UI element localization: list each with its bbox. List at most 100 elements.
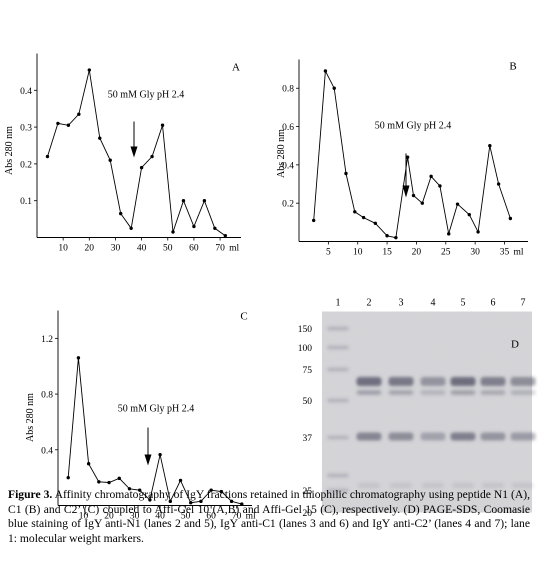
annotation-label: 50 mM Gly pH 2.4 [375,121,451,132]
y-tick-label: 0.8 [282,85,294,95]
data-point [158,452,162,457]
data-point [488,144,492,148]
data-series [45,68,228,238]
x-tick-label: 20 [104,512,114,522]
x-tick-label: 50 [163,244,173,254]
data-point [137,488,142,492]
gel-band [388,432,414,441]
data-point [76,356,81,360]
x-tick-label: 20 [85,244,95,254]
data-point [107,480,111,485]
y-ticks: 0.2 0.4 0.6 0.8 [282,85,299,210]
annotation-arrow-head [402,185,410,198]
marker-labels: 150 100 75 50 37 25 20 [298,325,313,519]
data-point [209,488,213,492]
marker-label: 50 [303,397,313,407]
x-tick-label: 10 [79,512,89,522]
data-point [447,232,451,236]
caption-text: Affinity chromatography of IgY fractions… [8,488,530,545]
y-tick-label: 0.2 [282,200,294,210]
data-point [223,233,228,238]
annotation-label: 50 mM Gly pH 2.4 [118,404,194,415]
data-point [420,201,425,205]
data-point [168,499,173,504]
data-point [139,165,144,170]
series-line [313,69,511,239]
gel-band [512,483,534,488]
gel-band [480,432,506,441]
data-point [160,123,165,127]
y-tick-label: 0.2 [20,160,32,170]
panel-label: B [509,61,516,73]
marker-label: 25 [303,487,313,497]
lane-number: 1 [336,298,341,309]
data-point [148,498,152,502]
data-point [178,478,183,483]
y-axis-label: Abs 280 nm [4,126,15,175]
data-point [66,475,70,480]
data-point [405,155,410,159]
gel-band [388,390,414,395]
panel-label: D [511,339,519,351]
x-tick-label: 10 [353,248,363,258]
y-ticks: 0.4 0.8 1.2 [41,335,58,456]
x-ticks: 10 20 30 40 50 60 70 ml [58,237,239,254]
gel-band [390,483,412,488]
y-axis-label: Abs 280 nm [25,393,36,442]
data-point [411,193,416,198]
gel-band [482,483,504,488]
x-unit-label: ml [514,248,524,258]
gel-band [510,432,536,441]
x-tick-label: 70 [215,244,225,254]
gel-band [420,432,446,441]
data-point [344,171,348,176]
gel-band [358,483,380,488]
x-tick-label: 25 [441,248,451,258]
lane-number: 6 [491,298,496,309]
marker-label: 100 [298,344,313,354]
data-point [508,216,513,221]
gel-band [327,398,349,403]
data-point [199,499,203,504]
panel-label: C [240,311,247,323]
data-point [455,202,460,206]
gel-band [327,435,349,440]
x-tick-label: 30 [130,512,140,522]
gel-texture [322,311,532,513]
gel-band [480,390,506,395]
x-unit-label: ml [246,512,256,522]
y-tick-label: 0.1 [20,197,32,207]
data-point [97,480,101,484]
x-tick-label: 30 [470,248,480,258]
x-tick-label: 60 [206,512,216,522]
panel-label: A [232,62,240,74]
x-tick-label: 30 [111,244,121,254]
gel-band [327,345,349,350]
x-tick-label: 50 [181,512,191,522]
y-tick-label: 0.4 [41,446,53,456]
data-point [171,230,175,234]
x-tick-label: 35 [500,248,510,258]
gel-band [420,390,446,395]
data-point [219,489,224,494]
x-ticks: 5 10 15 20 25 30 35 ml [326,241,524,258]
gel-band [450,432,476,441]
gel-band [356,390,382,395]
x-tick-label: 40 [155,512,165,522]
data-point [127,487,132,491]
x-ticks: 10 20 30 40 50 60 70 ml [79,505,256,522]
gel-bands [327,326,536,493]
data-point [213,226,217,230]
data-point [192,224,196,229]
series-line [67,357,242,505]
x-tick-label: 5 [326,248,331,258]
y-tick-label: 0.3 [20,124,32,134]
data-point [117,476,121,481]
marker-label: 150 [298,325,313,335]
chart-panel-b: Abs 280 nm B 50 mM Gly pH 2.4 5 10 15 20 25 3… [276,59,528,258]
data-point [467,212,471,217]
gel-band [450,377,476,386]
figure-caption: Figure 3. Affinity chromatography of IgY… [8,488,530,546]
data-point [77,112,81,116]
